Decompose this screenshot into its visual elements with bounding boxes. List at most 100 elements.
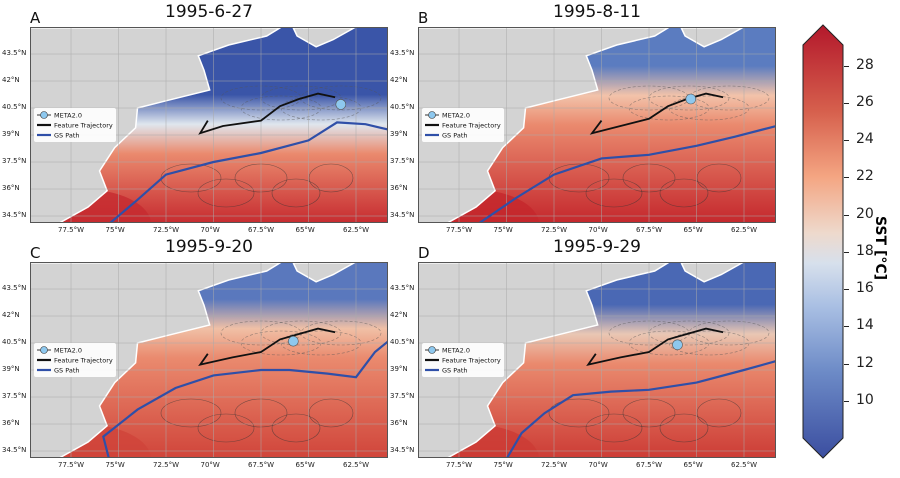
panel-title: 1995-9-29 xyxy=(553,237,641,257)
ssh-contour xyxy=(308,398,354,428)
legend-gs: GS Path xyxy=(54,367,80,375)
colorbar-tick-label: 14 xyxy=(856,317,874,334)
legend-gs: GS Path xyxy=(54,132,80,140)
feature-trajectory-line xyxy=(586,327,724,366)
panel-title: 1995-8-11 xyxy=(553,2,641,22)
meta-legend-icon xyxy=(40,346,48,354)
meta-legend-icon xyxy=(428,111,436,119)
panel-letter: C xyxy=(30,244,41,262)
lat-tick-label: 36°N xyxy=(390,184,408,192)
colorbar-tick xyxy=(844,363,849,365)
lat-tick-label: 42°N xyxy=(2,76,20,84)
lon-tick-label: 67.5°W xyxy=(636,461,663,469)
lon-tick-label: 75°W xyxy=(493,226,513,234)
lon-tick-label: 70°W xyxy=(200,461,220,469)
lat-tick-label: 40.5°N xyxy=(2,338,27,346)
legend: META2.0 Feature Trajectory GS Path xyxy=(422,343,504,377)
legend-meta: META2.0 xyxy=(54,112,82,120)
lat-tick-label: 40.5°N xyxy=(2,103,27,111)
lon-tick-label: 65°W xyxy=(683,461,703,469)
legend-trajectory: Feature Trajectory xyxy=(442,357,501,365)
lat-tick-label: 36°N xyxy=(2,184,20,192)
lat-tick-label: 39°N xyxy=(390,130,408,138)
legend-trajectory: Feature Trajectory xyxy=(54,122,113,130)
lat-tick-label: 43.5°N xyxy=(2,49,27,57)
ssh-contour xyxy=(659,178,709,208)
lat-tick-label: 43.5°N xyxy=(390,284,415,292)
colorbar-tick xyxy=(844,400,849,402)
ssh-contour xyxy=(585,178,643,208)
colorbar-tick xyxy=(844,65,849,67)
lon-tick-label: 70°W xyxy=(588,226,608,234)
colorbar-tick-label: 20 xyxy=(856,205,874,222)
lat-tick-label: 40.5°N xyxy=(390,103,415,111)
lat-tick-label: 42°N xyxy=(390,76,408,84)
lat-tick-label: 43.5°N xyxy=(390,49,415,57)
ssh-contour xyxy=(160,398,222,428)
lat-tick-label: 42°N xyxy=(2,311,20,319)
lat-tick-label: 34.5°N xyxy=(390,211,415,219)
colorbar-tick xyxy=(844,102,849,104)
legend: META2.0 Feature Trajectory GS Path xyxy=(34,108,116,142)
colorbar-tick-label: 28 xyxy=(856,56,874,73)
sst-map: META2.0 Feature Trajectory GS Path xyxy=(418,262,776,458)
legend-trajectory: Feature Trajectory xyxy=(442,122,501,130)
ssh-contour xyxy=(308,163,354,193)
lon-tick-label: 75°W xyxy=(105,226,125,234)
lat-tick-label: 37.5°N xyxy=(390,157,415,165)
lon-tick-label: 77.5°W xyxy=(446,461,473,469)
colorbar-tick-label: 16 xyxy=(856,280,874,297)
lat-tick-label: 39°N xyxy=(2,365,20,373)
meta-marker xyxy=(287,335,299,347)
lon-tick-label: 72.5°W xyxy=(541,461,568,469)
ssh-contour xyxy=(271,178,321,208)
gs-path-line xyxy=(109,121,387,222)
lon-tick-label: 72.5°W xyxy=(153,461,180,469)
sst-map: META2.0 Feature Trajectory GS Path xyxy=(418,27,776,223)
panel-letter: A xyxy=(30,9,41,27)
lat-tick-label: 34.5°N xyxy=(2,446,27,454)
colorbar-tick xyxy=(844,214,849,216)
colorbar-label: SST [°C] xyxy=(872,216,888,281)
colorbar-tick-label: 18 xyxy=(856,242,874,259)
meta-marker xyxy=(685,93,697,105)
colorbar-tick xyxy=(844,326,849,328)
map-panel-d: META2.0 Feature Trajectory GS Path xyxy=(418,262,776,458)
lon-tick-label: 77.5°W xyxy=(58,461,85,469)
lat-tick-label: 39°N xyxy=(2,130,20,138)
ssh-contour xyxy=(696,163,742,193)
map-panel-a: META2.0 Feature Trajectory GS Path xyxy=(30,27,388,223)
panel-title: 1995-9-20 xyxy=(165,237,253,257)
lon-tick-label: 65°W xyxy=(683,226,703,234)
legend-meta: META2.0 xyxy=(442,112,470,120)
legend-gs: GS Path xyxy=(442,367,468,375)
ssh-contour xyxy=(197,413,255,443)
feature-trajectory-line xyxy=(198,327,336,366)
lat-tick-label: 39°N xyxy=(390,365,408,373)
lon-tick-label: 67.5°W xyxy=(248,461,275,469)
colorbar-tick-label: 26 xyxy=(856,93,874,110)
feature-trajectory-line xyxy=(198,92,336,135)
lat-tick-label: 37.5°N xyxy=(2,157,27,165)
legend-trajectory: Feature Trajectory xyxy=(54,357,113,365)
ssh-contour xyxy=(696,398,742,428)
lon-tick-label: 70°W xyxy=(200,226,220,234)
lon-tick-label: 75°W xyxy=(105,461,125,469)
lat-tick-label: 36°N xyxy=(2,419,20,427)
panel-letter: B xyxy=(418,9,429,27)
ssh-contour xyxy=(659,413,709,443)
meta-marker xyxy=(672,339,683,351)
ssh-contour xyxy=(548,398,610,428)
sst-map: META2.0 Feature Trajectory GS Path xyxy=(30,262,388,458)
sst-map: META2.0 Feature Trajectory GS Path xyxy=(30,27,388,223)
colorbar-tick xyxy=(844,140,849,142)
meta-legend-icon xyxy=(40,111,48,119)
lon-tick-label: 65°W xyxy=(295,226,315,234)
meta-legend-icon xyxy=(428,346,436,354)
lat-tick-label: 37.5°N xyxy=(2,392,27,400)
panel-letter: D xyxy=(418,244,430,262)
gs-path-line xyxy=(506,360,775,457)
colorbar-tick-label: 24 xyxy=(856,131,874,148)
lat-tick-label: 40.5°N xyxy=(390,338,415,346)
map-panel-b: META2.0 Feature Trajectory GS Path xyxy=(418,27,776,223)
